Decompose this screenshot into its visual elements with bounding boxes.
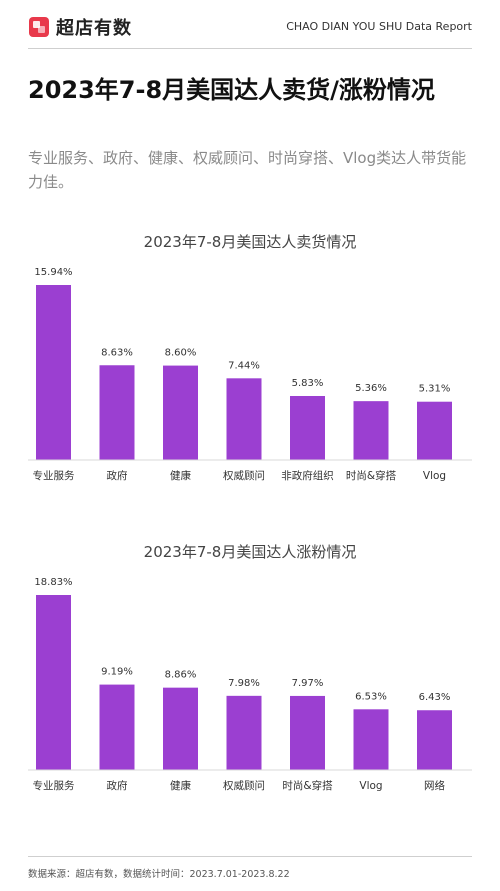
followers-category-label: 健康 [170,779,191,792]
brand-name: 超店有数 [56,18,132,39]
followers-bar [36,595,71,770]
followers-category-label: 时尚&穿搭 [282,779,333,792]
followers-value-label: 9.19% [101,667,133,678]
footer-source: 数据来源：超店有数，数据统计时间：2023.7.01-2023.8.22 [28,869,290,880]
sales-value-label: 5.83% [292,378,324,389]
sales-category-label: 权威顾问 [223,469,265,482]
sales-bar [417,401,452,460]
header: 超店有数 CHAO DIAN YOU SHU Data Report [0,0,500,50]
sales-category-label: Vlog [423,470,446,482]
followers-value-label: 6.53% [355,691,387,702]
sales-value-label: 8.60% [165,348,197,359]
sales-category-label: 政府 [107,469,128,482]
sales-value-label: 5.31% [419,384,451,395]
brand-logo-icon [29,17,49,37]
followers-chart-title: 2023年7-8月美国达人涨粉情况 [144,543,357,561]
page-title: 2023年7-8月美国达人卖货/涨粉情况 [28,76,435,104]
followers-category-label: 政府 [107,779,128,792]
sales-category-label: 时尚&穿搭 [346,469,397,482]
followers-category-label: Vlog [359,780,382,792]
followers-bar [163,687,198,770]
sales-value-label: 7.44% [228,360,260,371]
followers-value-label: 18.83% [34,577,72,588]
followers-category-label: 网络 [424,779,445,792]
sales-value-label: 8.63% [101,347,133,358]
sales-category-label: 健康 [170,469,191,482]
page-subtitle: 专业服务、政府、健康、权威顾问、时尚穿搭、Vlog类达人带货能力佳。 [28,149,467,191]
followers-chart: 2023年7-8月美国达人涨粉情况 18.83% 专业服务 9.19% 政府 8.86% 健… [28,543,472,792]
followers-bar [353,709,389,770]
followers-bar [417,710,452,770]
followers-value-label: 8.86% [165,670,197,681]
sales-category-label: 专业服务 [33,469,75,482]
header-divider [28,48,472,49]
sales-bar [353,401,389,460]
sales-bar [99,365,135,460]
followers-value-label: 7.98% [228,678,260,689]
sales-chart-title: 2023年7-8月美国达人卖货情况 [144,233,357,251]
followers-value-label: 6.43% [419,692,451,703]
followers-category-label: 专业服务 [33,779,75,792]
sales-bar [290,395,325,460]
followers-bar [99,684,135,770]
footer-divider [28,856,472,857]
brand-logo: 超店有数 [28,14,132,40]
followers-bar [290,695,325,770]
sales-bar [226,378,262,460]
followers-bar [226,695,262,770]
sales-category-label: 非政府组织 [281,469,334,482]
sales-value-label: 15.94% [34,267,72,278]
followers-value-label: 7.97% [292,678,324,689]
sales-value-label: 5.36% [355,383,387,394]
sales-bar [163,365,198,460]
sales-bar [36,285,71,460]
followers-category-label: 权威顾问 [223,779,265,792]
sales-chart: 2023年7-8月美国达人卖货情况 15.94% 专业服务 8.63% 政府 8.60% 健… [28,233,472,482]
report-label: CHAO DIAN YOU SHU Data Report [286,20,472,33]
